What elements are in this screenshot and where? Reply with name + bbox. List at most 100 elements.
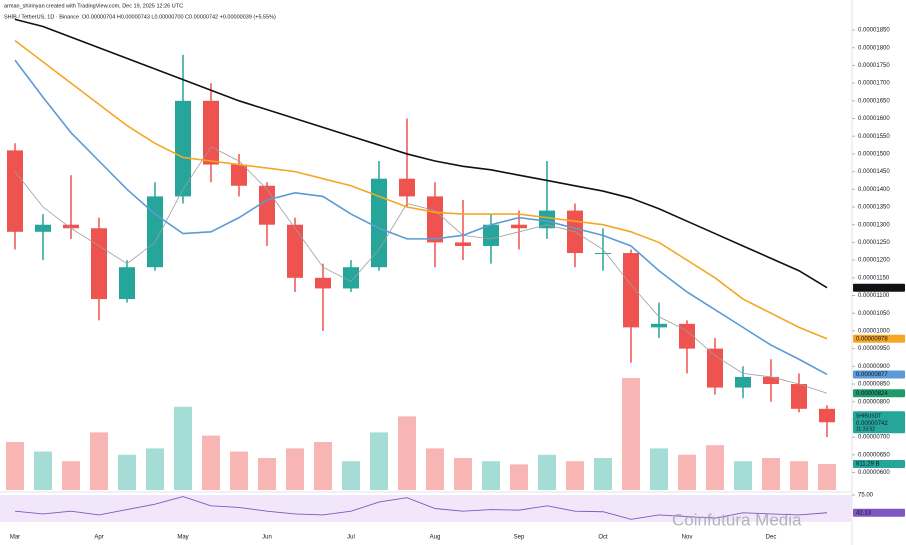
candle-body	[259, 185, 275, 225]
candle-body	[735, 376, 751, 388]
candle-body	[35, 224, 51, 232]
x-tick-label: Nov	[682, 535, 693, 541]
y-tick-label: 0.00001200	[858, 258, 890, 264]
candle-body	[595, 253, 611, 255]
y-tick-label: 0.00000700	[858, 435, 890, 441]
candle-body	[623, 253, 639, 328]
x-tick-label: Oct	[598, 535, 608, 541]
y-tick-label: 75.00	[858, 493, 874, 499]
y-tick-label: 0.00001300	[858, 222, 890, 228]
ohlc: O0.00000704 H0.00000743 L0.00000700 C0.0…	[82, 14, 276, 20]
candle-body	[399, 178, 415, 197]
candle-body	[763, 376, 779, 385]
y-tick-label: 0.00001350	[858, 205, 890, 211]
candle-body	[651, 323, 667, 328]
volume-bar	[706, 445, 724, 490]
y-tick-label: 0.00001750	[858, 63, 890, 69]
y-tick-label: 0.00001450	[858, 169, 890, 175]
volume-bar	[370, 432, 388, 490]
volume-bar	[342, 461, 360, 490]
y-tick-label: 0.00001100	[858, 293, 890, 299]
last-price-label: 0.00000742	[856, 421, 888, 427]
volume-bar	[398, 416, 416, 490]
candle-body	[427, 196, 443, 243]
volume-bar	[678, 454, 696, 490]
candle-body	[539, 210, 555, 229]
price-badge	[853, 389, 905, 398]
candle-body	[147, 196, 163, 268]
volume-bar	[790, 461, 808, 490]
credit: arman_shirinyan created with TradingView…	[4, 3, 183, 9]
y-tick-label: 0.00001600	[858, 116, 890, 122]
volume-bar	[566, 461, 584, 490]
x-tick-label: May	[177, 535, 188, 541]
y-tick-label: 0.00000800	[858, 399, 890, 405]
y-tick-label: 0.00000600	[858, 470, 890, 476]
volume-bar	[510, 464, 528, 490]
price-badge	[853, 283, 905, 292]
x-tick-label: Sep	[514, 535, 525, 541]
price-badge-label: 0.00001122	[856, 285, 888, 291]
y-tick-label: 0.00000850	[858, 382, 890, 388]
rsi-line	[14, 496, 828, 520]
candle-body	[791, 384, 807, 409]
volume-bar	[202, 435, 220, 490]
candle-body	[707, 348, 723, 388]
candle-body	[175, 100, 191, 197]
candle-body	[119, 267, 135, 300]
volume-bar	[454, 458, 472, 490]
volume-bar	[146, 448, 164, 490]
x-tick-label: Mar	[10, 535, 20, 541]
countdown: 11:33:52	[856, 427, 875, 433]
volume-bar	[62, 461, 80, 490]
price-badge-label: 0.00000978	[856, 336, 888, 342]
x-tick-label: Aug	[430, 535, 441, 541]
volume-badge-label: 811.29 B	[856, 462, 880, 468]
y-tick-label: 0.00000950	[858, 346, 890, 352]
candle-body	[315, 277, 331, 289]
volume-bar	[482, 461, 500, 490]
y-tick-label: 0.00001000	[858, 328, 890, 334]
x-tick-label: Jun	[262, 535, 272, 541]
plot: 811.29 B 0.00001850 0.00001800 0.00001750 0.…	[0, 18, 905, 541]
x-tick-label: Jul	[347, 535, 355, 541]
candle-body	[679, 323, 695, 349]
volume-bar	[594, 458, 612, 490]
moving-average-line	[14, 40, 828, 340]
y-tick-label: 0.00001400	[858, 187, 890, 193]
volume-bar	[6, 442, 24, 490]
volume-bar	[734, 461, 752, 490]
y-tick-label: 0.00001550	[858, 134, 890, 140]
symbol: SHIB / TetherUS, 1D · Binance	[4, 14, 79, 20]
y-tick-label: 0.00000650	[858, 452, 890, 458]
moving-average-line	[14, 18, 828, 289]
candle-body	[287, 224, 303, 278]
price-badge	[853, 370, 905, 379]
volume-bar	[90, 432, 108, 490]
y-tick-label: 0.00001800	[858, 45, 890, 51]
volume-bar	[34, 451, 52, 490]
volume-bar	[174, 406, 192, 490]
volume-bar	[818, 464, 836, 490]
candle-body	[511, 224, 527, 229]
volume-bar	[622, 378, 640, 490]
volume-bar	[314, 442, 332, 490]
last-price-badge	[853, 411, 905, 434]
y-tick-label: 0.00001050	[858, 311, 890, 317]
volume-bar	[538, 454, 556, 490]
candle-body	[91, 228, 107, 300]
candle-body	[371, 178, 387, 268]
volume-bar	[426, 448, 444, 490]
volume-bar	[762, 458, 780, 490]
candle-body	[7, 150, 23, 232]
rsi-badge	[853, 508, 905, 517]
volume-bar	[230, 451, 248, 490]
x-tick-label: Apr	[94, 535, 103, 541]
price-badge-label: 0.00000824	[856, 391, 888, 397]
price-badge-label: 0.00000877	[856, 372, 888, 378]
moving-average-line	[14, 59, 828, 376]
candle-body	[343, 267, 359, 289]
candle-body	[455, 242, 471, 246]
